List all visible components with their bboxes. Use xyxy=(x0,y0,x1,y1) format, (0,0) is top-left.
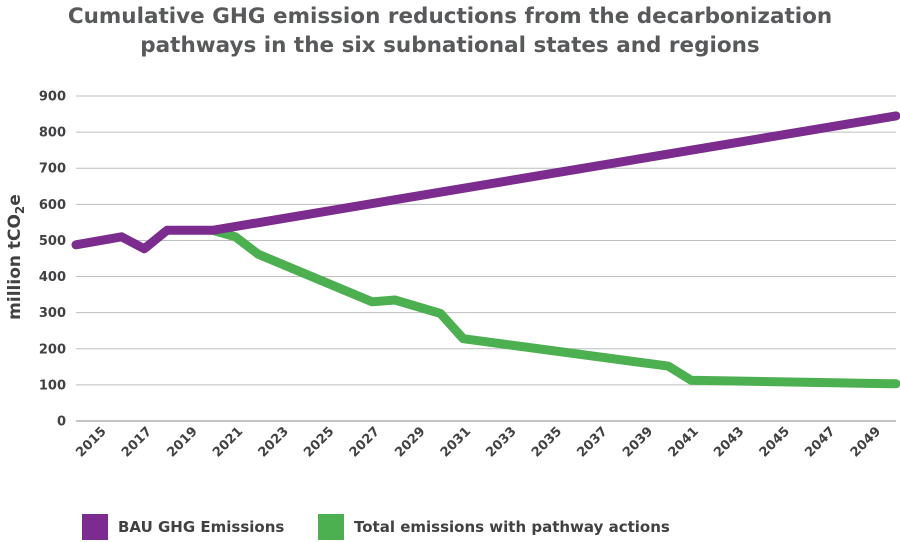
x-tick-label: 2019 xyxy=(165,424,201,460)
y-tick-label: 400 xyxy=(39,270,66,285)
y-tick-label: 800 xyxy=(39,126,66,141)
y-tick-label: 200 xyxy=(39,342,66,357)
x-tick-label: 2049 xyxy=(848,424,884,460)
legend-item-pathway: Total emissions with pathway actions xyxy=(318,513,670,541)
chart-title-line-2: pathways in the six subnational states a… xyxy=(140,33,760,58)
y-axis-label-tail: e xyxy=(5,194,25,206)
x-tick-label: 2017 xyxy=(119,424,155,460)
y-tick-label: 500 xyxy=(39,234,66,249)
y-axis-label-main: million tCO xyxy=(5,214,25,320)
x-tick-label: 2033 xyxy=(483,424,519,460)
x-tick-label: 2025 xyxy=(301,424,337,460)
series-lines xyxy=(71,111,900,389)
legend-label-bau: BAU GHG Emissions xyxy=(118,518,285,536)
x-tick-label: 2035 xyxy=(529,424,565,460)
y-tick-label: 700 xyxy=(39,162,66,177)
x-axis-ticks: 2015 2017 2019 2021 2023 2025 2027 2029 2031 2033… xyxy=(73,424,884,460)
x-tick-label: 2021 xyxy=(210,424,246,460)
y-axis-label-subscript: 2 xyxy=(13,206,27,214)
gridlines xyxy=(76,95,896,422)
x-tick-label: 2031 xyxy=(438,424,474,460)
x-tick-label: 2027 xyxy=(347,424,383,460)
legend-swatch-bau xyxy=(82,514,108,540)
x-tick-label: 2015 xyxy=(73,424,109,460)
series-line-pathway xyxy=(208,225,900,389)
legend-label-pathway: Total emissions with pathway actions xyxy=(354,518,670,536)
x-tick-label: 2039 xyxy=(620,424,656,460)
x-tick-label: 2029 xyxy=(392,424,428,460)
legend-item-bau: BAU GHG Emissions xyxy=(82,513,284,541)
y-axis-ticks: 0 100 200 300 400 500 600 700 800 900 xyxy=(39,90,66,430)
y-tick-label: 100 xyxy=(39,378,66,393)
y-tick-label: 600 xyxy=(39,198,66,213)
x-tick-label: 2041 xyxy=(666,424,702,460)
chart-title-line-1: Cumulative GHG emission reductions from … xyxy=(67,4,833,29)
x-tick-label: 2023 xyxy=(256,424,292,460)
x-tick-label: 2045 xyxy=(757,424,793,460)
y-axis-label: million tCO2e xyxy=(5,194,27,320)
y-tick-label: 0 xyxy=(57,415,66,430)
chart-title: Cumulative GHG emission reductions from … xyxy=(0,2,900,60)
x-tick-label: 2047 xyxy=(802,424,838,460)
y-tick-label: 900 xyxy=(39,90,66,105)
x-tick-label: 2043 xyxy=(711,424,747,460)
legend-swatch-pathway xyxy=(318,514,344,540)
series-line-bau xyxy=(71,111,900,254)
x-tick-label: 2037 xyxy=(575,424,611,460)
y-tick-label: 300 xyxy=(39,306,66,321)
